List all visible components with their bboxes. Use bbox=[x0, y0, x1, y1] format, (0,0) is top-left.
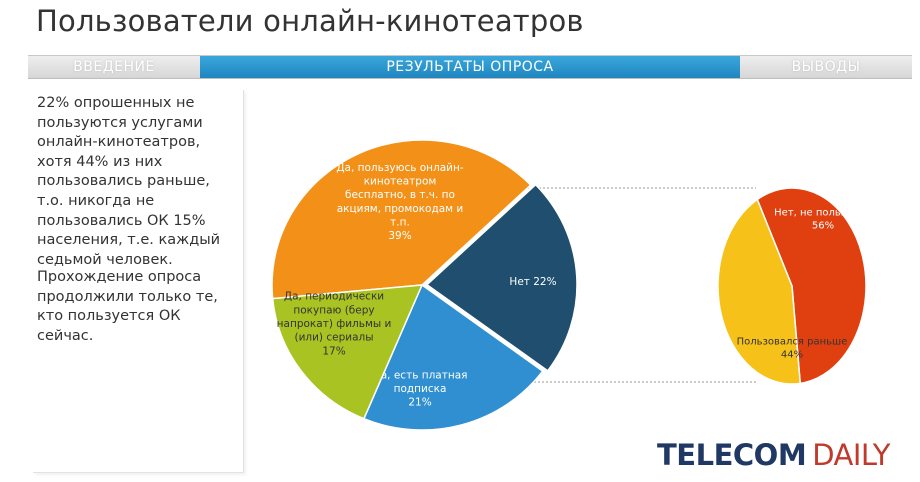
logo-part-telecom: TELECOM bbox=[657, 438, 807, 472]
summary-paragraph-1: 22% опрошенных не пользуются услугами он… bbox=[37, 95, 221, 268]
sub-pie-slice-label-2: Пользовался раньше 44% bbox=[737, 337, 848, 361]
sub-pie-slice-1 bbox=[756, 187, 867, 385]
main-pie-slice-label-4: Да, периодически покупаю (беру напрокат) ф… bbox=[277, 291, 392, 358]
logo-part-daily: DAILY bbox=[812, 438, 890, 472]
telecom-daily-logo: TELECOM DAILY bbox=[657, 438, 890, 472]
main-pie-chart: Да, пользуюсь онлайн-кинотеатром бесплатн… bbox=[271, 139, 578, 431]
main-pie-slice-1 bbox=[271, 139, 532, 300]
main-pie-slice-3 bbox=[362, 283, 544, 431]
main-pie-slice-label-3: Да, есть платная подписка 21% bbox=[373, 369, 468, 408]
summary-paragraph-2: Прохождение опроса продолжили только те,… bbox=[37, 269, 218, 344]
main-pie-slice-label-1: Да, пользуюсь онлайн-кинотеатром бесплатн… bbox=[336, 162, 464, 242]
tab-survey-results[interactable]: РЕЗУЛЬТАТЫ ОПРОСА bbox=[200, 56, 740, 78]
summary-textbox: 22% опрошенных не пользуются услугами он… bbox=[33, 90, 244, 473]
connector-lines bbox=[515, 187, 756, 383]
main-pie-slice-4 bbox=[271, 284, 424, 420]
secondary-pie-chart: Нет, не пользуюсь 56% Пользовался раньше 44… bbox=[717, 187, 872, 385]
sub-pie-slice-2 bbox=[717, 198, 802, 385]
main-pie-slice-label-2: Нет 22% bbox=[509, 276, 556, 288]
section-nav: ВВЕДЕНИЕ РЕЗУЛЬТАТЫ ОПРОСА ВЫВОДЫ bbox=[28, 55, 912, 79]
tab-intro[interactable]: ВВЕДЕНИЕ bbox=[73, 59, 155, 75]
page-title: Пользователи онлайн-кинотеатров bbox=[36, 4, 584, 38]
sub-pie-slice-label-1: Нет, не пользуюсь 56% bbox=[774, 208, 872, 232]
main-pie-slice-2 bbox=[425, 183, 578, 372]
tab-conclusions[interactable]: ВЫВОДЫ bbox=[791, 59, 861, 75]
